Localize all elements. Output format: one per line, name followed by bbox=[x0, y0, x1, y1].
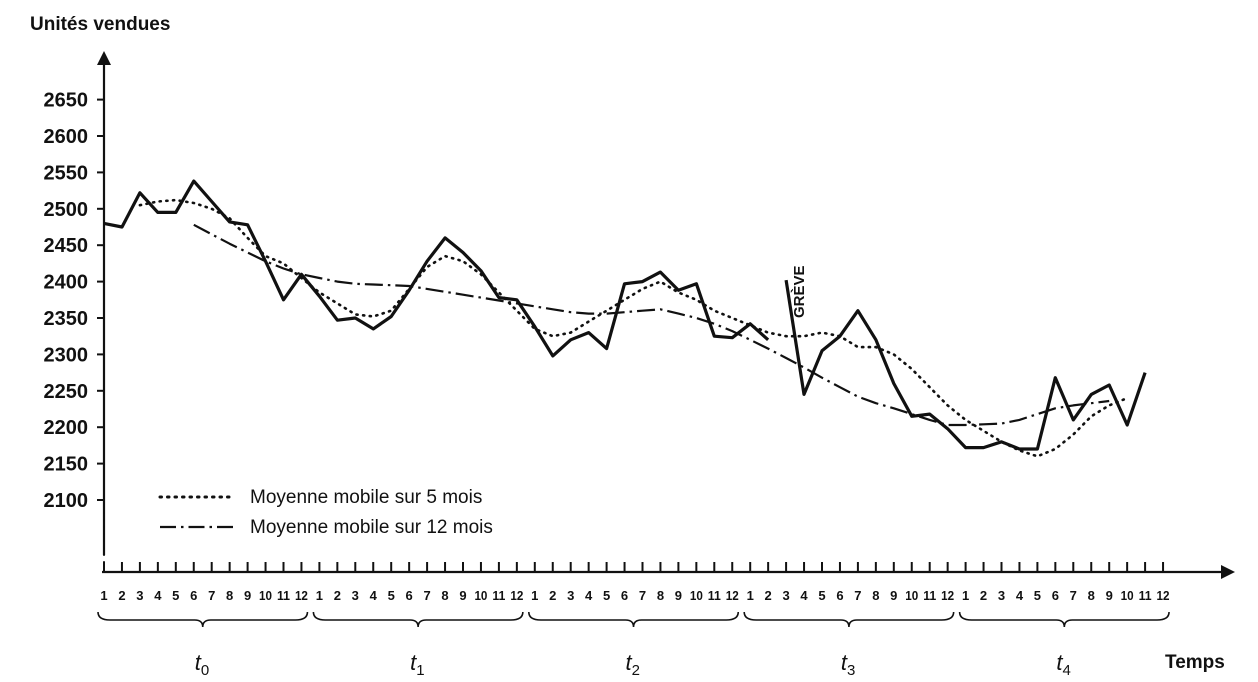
x-axis-ticks: 1 2 3 4 5 6 7 8 9 10 11 12 1 2 3 4 5 6 7 8 9 10 11 12 1 2 3 4 5 6 7 8 9 1… bbox=[100, 562, 1170, 603]
period-label: t2 bbox=[626, 650, 640, 679]
series-line-dashdot bbox=[193, 223, 1110, 427]
x-tick-label: 9 bbox=[459, 588, 466, 603]
legend: Moyenne mobile sur 5 mois Moyenne mobile… bbox=[158, 487, 493, 538]
x-tick-label: 11 bbox=[923, 588, 936, 603]
x-tick-label: 9 bbox=[1106, 588, 1113, 603]
x-tick-label: 3 bbox=[567, 588, 574, 603]
y-tick-label: 2300 bbox=[44, 344, 89, 366]
x-tick-label: 8 bbox=[226, 588, 233, 603]
x-tick-label: 6 bbox=[621, 588, 628, 603]
x-tick-label: 8 bbox=[441, 588, 448, 603]
x-tick-label: 10 bbox=[905, 588, 918, 603]
x-tick-label: 4 bbox=[800, 588, 808, 603]
x-tick-label: 1 bbox=[962, 588, 969, 603]
x-tick-label: 3 bbox=[352, 588, 359, 603]
period-brace bbox=[97, 611, 309, 628]
x-tick-label: 7 bbox=[1070, 588, 1077, 603]
strike-annotation: GRÈVE bbox=[791, 265, 808, 318]
period-brace bbox=[743, 611, 955, 628]
x-tick-label: 8 bbox=[657, 588, 664, 603]
x-tick-label: 10 bbox=[1121, 588, 1134, 603]
period-label: t1 bbox=[410, 650, 424, 679]
x-axis-title: Temps bbox=[1165, 652, 1225, 673]
x-tick-label: 10 bbox=[690, 588, 703, 603]
legend-label-5-mois: Moyenne mobile sur 5 mois bbox=[250, 487, 482, 508]
x-tick-label: 7 bbox=[423, 588, 430, 603]
y-tick-label: 2200 bbox=[44, 417, 89, 439]
y-axis-ticks: 2100 2150 2200 2250 2300 2350 2400 2450 2500 2550… bbox=[44, 90, 104, 512]
x-tick-label: 5 bbox=[818, 588, 825, 603]
y-tick-label: 2250 bbox=[44, 381, 89, 403]
x-tick-label: 4 bbox=[154, 588, 162, 603]
x-tick-label: 9 bbox=[890, 588, 897, 603]
x-tick-label: 12 bbox=[510, 588, 523, 603]
x-tick-label: 12 bbox=[1157, 588, 1170, 603]
x-tick-label: 9 bbox=[675, 588, 682, 603]
axes bbox=[97, 51, 1235, 579]
x-tick-label: 5 bbox=[172, 588, 179, 603]
series-line-solid bbox=[103, 179, 770, 358]
period-label: t3 bbox=[841, 650, 855, 679]
y-tick-label: 2600 bbox=[44, 126, 89, 148]
x-tick-label: 12 bbox=[941, 588, 954, 603]
x-tick-label: 11 bbox=[708, 588, 721, 603]
x-tick-label: 5 bbox=[1034, 588, 1041, 603]
x-tick-label: 7 bbox=[639, 588, 646, 603]
x-tick-label: 2 bbox=[765, 588, 772, 603]
x-tick-label: 10 bbox=[259, 588, 272, 603]
period-brace bbox=[312, 611, 524, 628]
x-tick-label: 5 bbox=[603, 588, 610, 603]
x-tick-label: 10 bbox=[474, 588, 487, 603]
x-tick-label: 3 bbox=[782, 588, 789, 603]
period-label: t4 bbox=[1056, 650, 1070, 679]
y-tick-label: 2100 bbox=[44, 490, 89, 512]
x-tick-label: 2 bbox=[549, 588, 556, 603]
x-tick-label: 1 bbox=[747, 588, 754, 603]
x-tick-label: 2 bbox=[118, 588, 125, 603]
x-tick-label: 7 bbox=[208, 588, 215, 603]
x-tick-label: 3 bbox=[998, 588, 1005, 603]
series-lines bbox=[103, 179, 1147, 458]
x-tick-label: 2 bbox=[980, 588, 987, 603]
series-line-dotted bbox=[138, 198, 1129, 458]
x-tick-label: 3 bbox=[136, 588, 143, 603]
x-tick-label: 2 bbox=[334, 588, 341, 603]
x-tick-label: 8 bbox=[1088, 588, 1095, 603]
period-label: t0 bbox=[195, 650, 209, 679]
x-tick-label: 4 bbox=[585, 588, 593, 603]
x-tick-label: 6 bbox=[190, 588, 197, 603]
x-tick-label: 11 bbox=[492, 588, 505, 603]
x-tick-label: 1 bbox=[531, 588, 538, 603]
x-tick-label: 11 bbox=[277, 588, 290, 603]
y-tick-label: 2550 bbox=[44, 162, 89, 184]
x-tick-label: 4 bbox=[370, 588, 378, 603]
y-tick-label: 2450 bbox=[44, 235, 89, 257]
x-tick-label: 8 bbox=[872, 588, 879, 603]
x-tick-label: 6 bbox=[406, 588, 413, 603]
x-tick-label: 12 bbox=[726, 588, 739, 603]
x-tick-label: 11 bbox=[1139, 588, 1152, 603]
period-brace bbox=[958, 611, 1170, 628]
legend-label-12-mois: Moyenne mobile sur 12 mois bbox=[250, 517, 493, 538]
y-tick-label: 2650 bbox=[44, 90, 89, 112]
x-tick-label: 5 bbox=[388, 588, 395, 603]
y-axis-title: Unités vendues bbox=[30, 14, 170, 35]
x-tick-label: 6 bbox=[836, 588, 843, 603]
x-tick-label: 12 bbox=[295, 588, 308, 603]
x-tick-label: 1 bbox=[100, 588, 107, 603]
x-tick-label: 4 bbox=[1016, 588, 1024, 603]
x-tick-label: 1 bbox=[316, 588, 323, 603]
x-tick-label: 7 bbox=[854, 588, 861, 603]
x-tick-label: 6 bbox=[1052, 588, 1059, 603]
y-tick-label: 2400 bbox=[44, 272, 89, 294]
period-brace bbox=[528, 611, 740, 628]
x-tick-label: 9 bbox=[244, 588, 251, 603]
series-line-solid bbox=[784, 279, 1147, 451]
y-tick-label: 2500 bbox=[44, 199, 89, 221]
period-braces: t0 t1 t2 t3 t4 bbox=[97, 611, 1170, 679]
y-tick-label: 2150 bbox=[44, 454, 89, 476]
y-tick-label: 2350 bbox=[44, 308, 89, 330]
